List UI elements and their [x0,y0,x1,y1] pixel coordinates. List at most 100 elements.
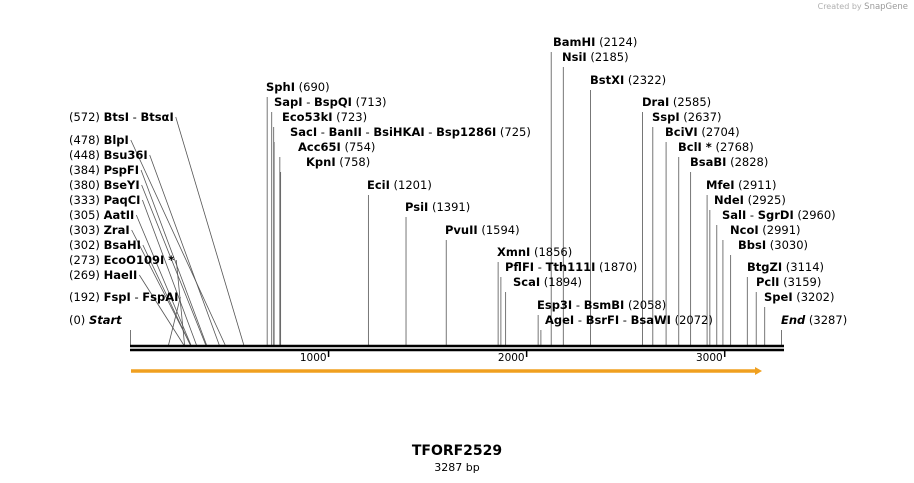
enzyme-name: XmnI [497,245,530,259]
site-leader-line [149,154,220,346]
enzyme-separator: - [425,125,436,139]
enzyme-separator: - [303,95,314,109]
site-label: (448) Bsu36I [69,148,148,162]
site-label: (273) EcoO109I * [69,253,174,267]
enzyme-name: EciI [367,178,390,192]
site-label: (192) FspI - FspAI [69,290,178,304]
enzyme-name: PsiI [405,200,428,214]
site-label: (0) Start [69,313,122,327]
site-label: (384) PspFI [69,163,139,177]
enzyme-name: PclI [756,275,779,289]
enzyme-name: Eco53kI [282,110,333,124]
enzyme-name: BclI * [678,140,712,154]
enzyme-name: SspI [652,110,680,124]
scale-ticks: 1000 2000 3000 [300,350,726,364]
site-position: (713) [352,95,387,109]
site-position: (758) [336,155,371,169]
site-label: DraI (2585) [642,95,711,109]
site-position: (478) [69,133,104,147]
enzyme-name: BstXI [590,73,624,87]
enzyme-name: EcoO109I * [104,253,175,267]
site-position: (1391) [428,200,470,214]
site-labels: (0) Start(192) FspI - FspAI(269) HaeII(2… [69,35,847,327]
feature-arrow-head [755,367,762,375]
site-label: (269) HaeII [69,268,137,282]
enzyme-name: SacI [290,125,317,139]
site-position: (2991) [759,223,801,237]
enzyme-name: SalI [722,208,746,222]
site-position: (3287) [805,313,847,327]
site-position: (2072) [671,313,713,327]
enzyme-name: FspI [104,290,131,304]
site-label: BamHI (2124) [553,35,637,49]
scale-tick-label: 2000 [498,352,525,364]
site-position: (2322) [624,73,666,87]
enzyme-name: BciVI [665,125,698,139]
site-leader-line [168,296,181,346]
enzyme-name: NdeI [714,193,744,207]
enzyme-name: Bsp1286I [436,125,496,139]
site-label: PsiI (1391) [405,200,470,214]
enzyme-name: BbsI [738,238,766,252]
site-label: BsaBI (2828) [690,155,768,169]
leader-lines [130,52,782,346]
site-position: (2124) [595,35,637,49]
site-label: BbsI (3030) [738,238,808,252]
site-label: (303) ZraI [69,223,130,237]
credit-text: Created by [817,2,862,11]
scale-tick-label: 3000 [696,352,723,364]
site-label: SspI (2637) [652,110,722,124]
snapgene-credit: Created by SnapGene [818,2,908,12]
site-position: (2704) [698,125,740,139]
site-label: NdeI (2925) [714,193,786,207]
site-label: NcoI (2991) [730,223,801,237]
enzyme-separator: - [619,313,630,327]
site-label: (572) BtsI - BtsαI [69,110,174,124]
site-leader-line [139,274,185,346]
site-leader-line [142,199,197,346]
enzyme-name: PaqCI [104,193,141,207]
site-label: BtgZI (3114) [747,260,824,274]
enzyme-separator: - [131,290,142,304]
site-label: (478) BlpI [69,133,129,147]
site-position: (0) [69,313,89,327]
enzyme-name: NcoI [730,223,759,237]
site-position: (3030) [766,238,808,252]
site-position: (1870) [595,260,637,274]
site-label: SalI - SgrDI (2960) [722,208,836,222]
enzyme-name: HaeII [104,268,138,282]
site-position: (384) [69,163,104,177]
sequence-name: TFORF2529 [411,443,503,459]
sequence-length: 3287 bp [434,461,480,474]
site-position: (3202) [793,290,835,304]
site-position: (723) [333,110,368,124]
enzyme-separator: - [534,260,545,274]
site-label: Eco53kI (723) [282,110,367,124]
enzyme-name: End [781,313,806,327]
site-position: (303) [69,223,104,237]
site-position: (2058) [624,298,666,312]
site-leader-line [175,116,245,346]
enzyme-name: BsmBI [584,298,625,312]
site-position: (333) [69,193,104,207]
enzyme-name: FspAI [142,290,178,304]
enzyme-separator: - [362,125,373,139]
site-label: EciI (1201) [367,178,432,192]
site-position: (273) [69,253,104,267]
enzyme-name: BtsαI [140,110,173,124]
enzyme-name: DraI [642,95,669,109]
site-label: End (3287) [781,313,847,327]
site-position: (2768) [712,140,754,154]
site-position: (2911) [735,178,777,192]
site-label: MfeI (2911) [706,178,776,192]
site-position: (448) [69,148,104,162]
enzyme-name: SphI [266,80,295,94]
enzyme-separator: - [574,313,585,327]
enzyme-name: SgrDI [758,208,794,222]
site-position: (192) [69,290,104,304]
site-position: (2585) [669,95,711,109]
site-position: (690) [295,80,330,94]
site-position: (305) [69,208,104,222]
enzyme-name: PspFI [104,163,139,177]
enzyme-name: Start [89,313,122,327]
